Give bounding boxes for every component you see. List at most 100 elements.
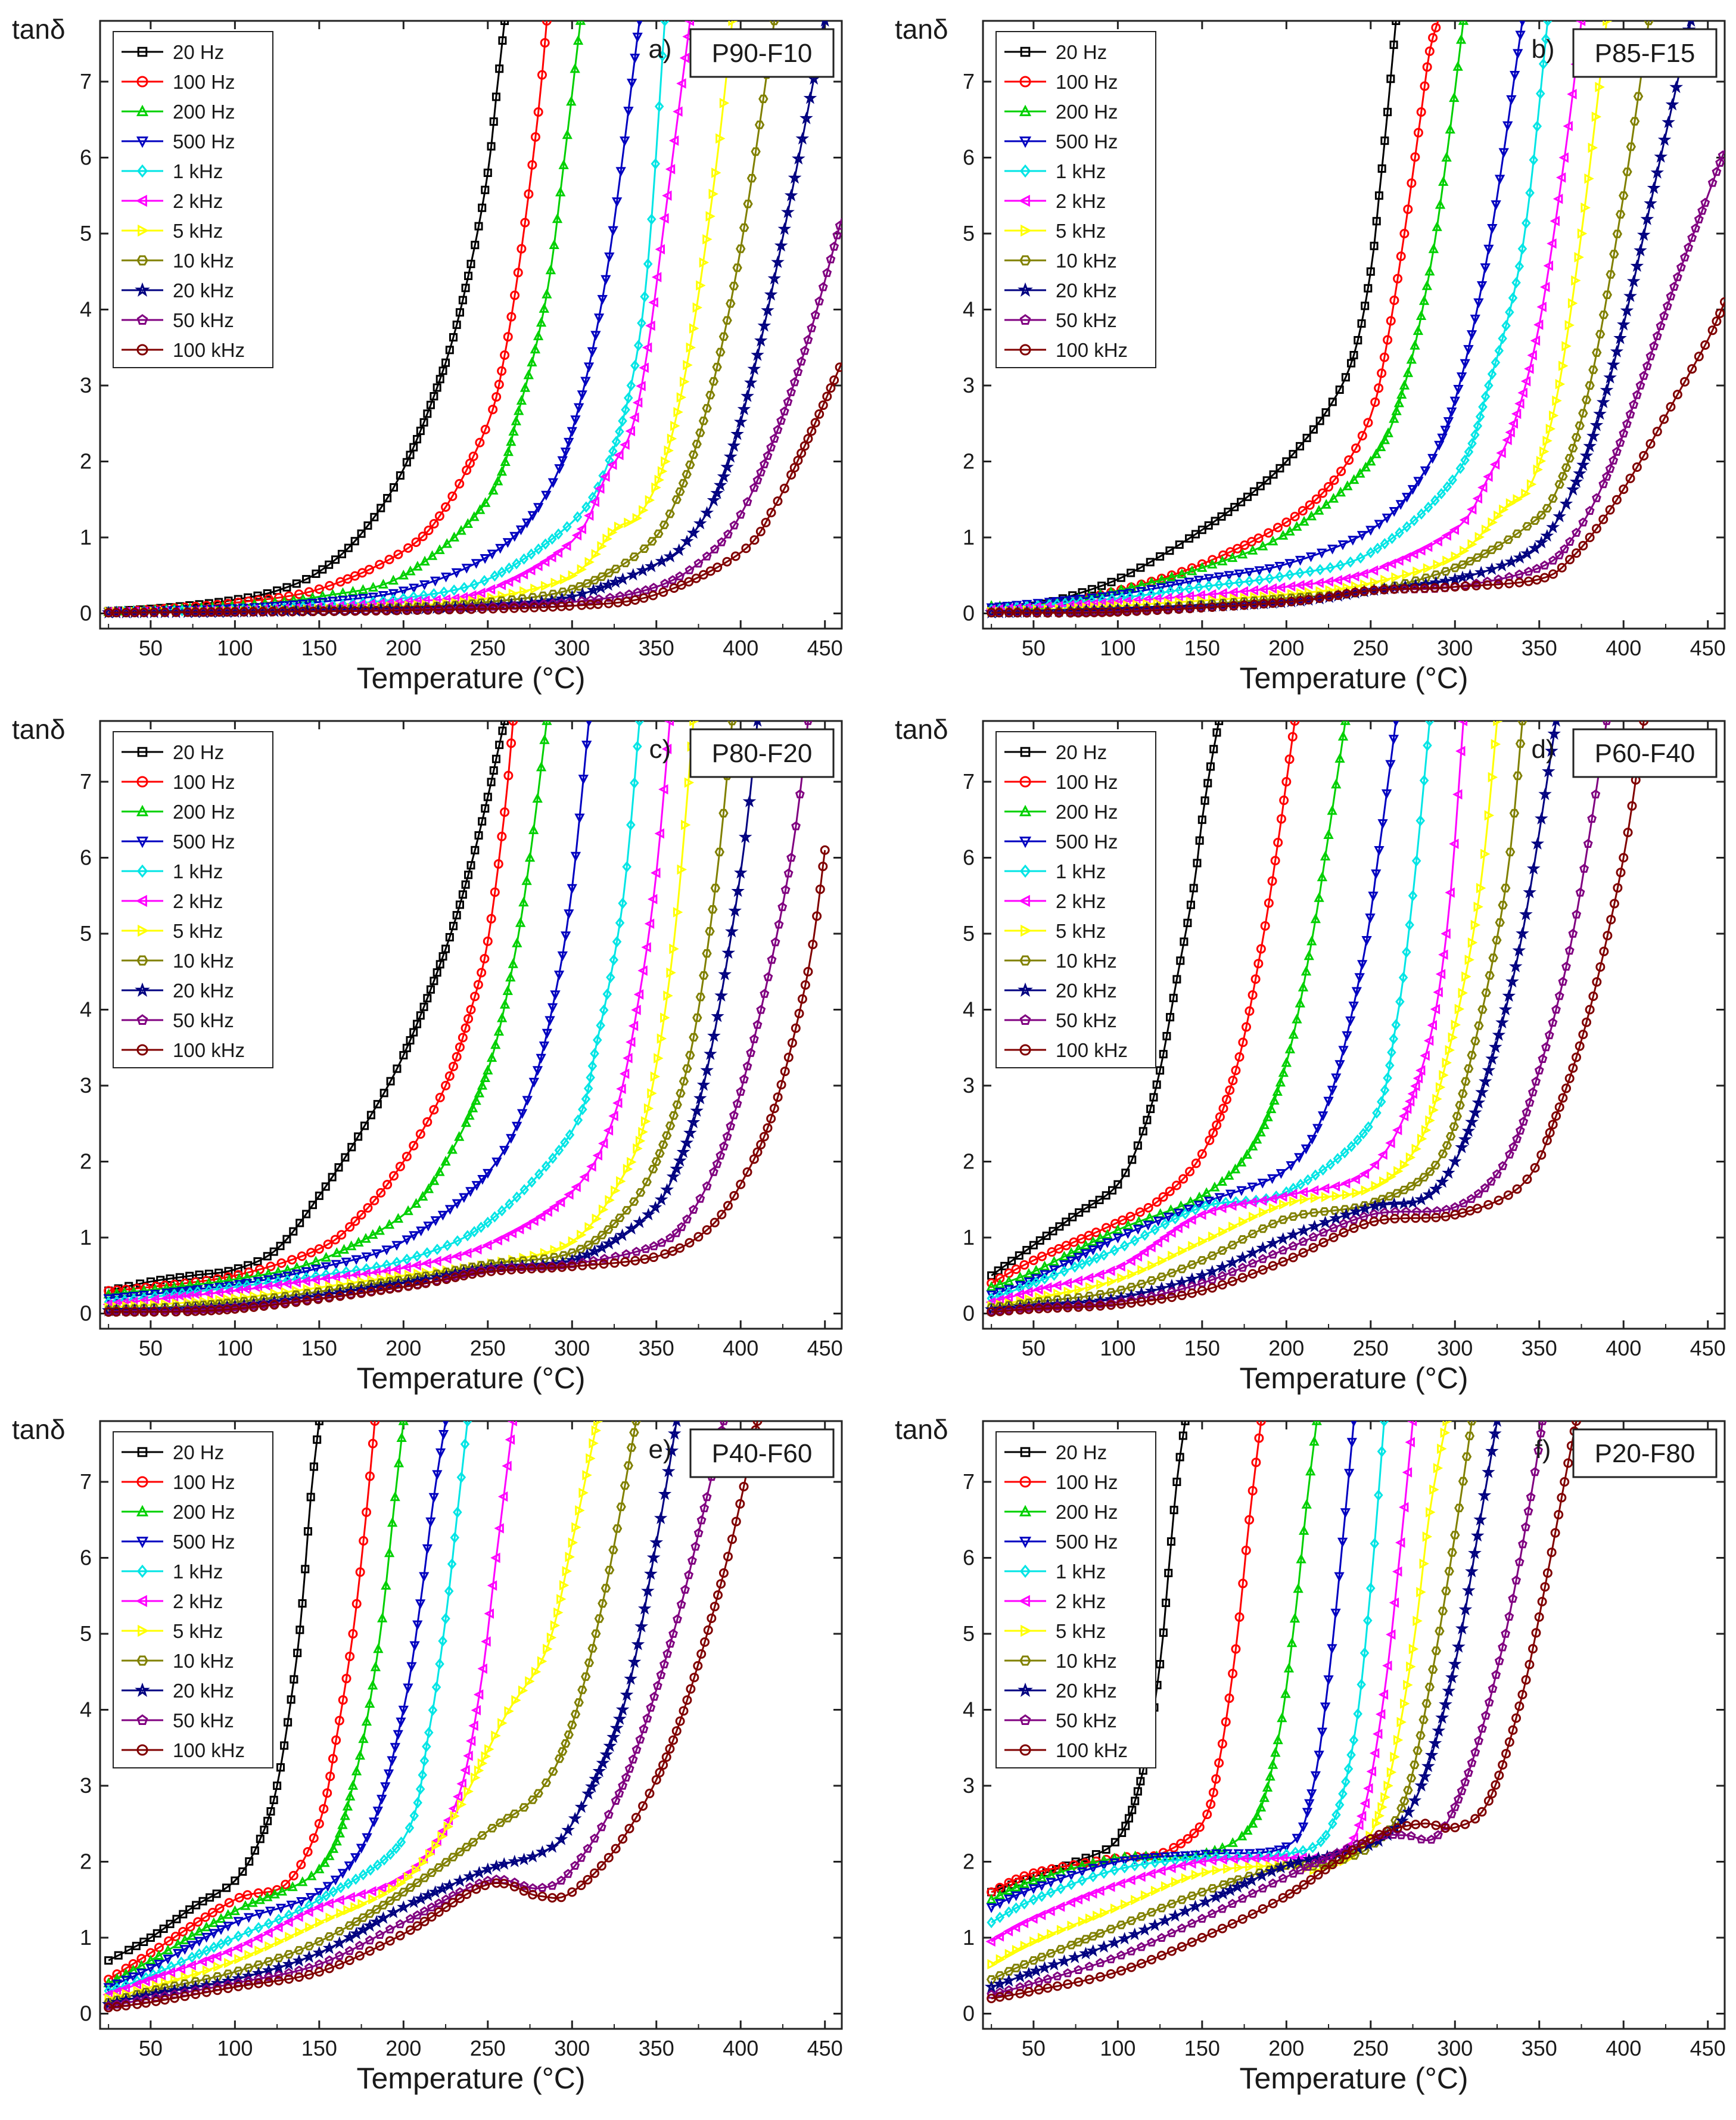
data-point [1498,1161,1508,1170]
data-point [1561,961,1571,971]
chart-panel-4: 50 100 150 200 250 300 350 400 45001234567Temper… [895,714,1726,1395]
data-point [282,1272,293,1282]
data-point [165,1967,176,1978]
data-point [419,555,430,566]
data-point [1295,555,1306,566]
data-point [1110,1218,1120,1229]
data-point [673,907,683,918]
data-point [1189,884,1198,893]
data-point [519,1880,529,1890]
data-point [1180,1851,1191,1861]
data-point [1377,819,1388,829]
data-point [334,1163,343,1172]
data-point [1544,1030,1554,1040]
data-point [536,316,547,327]
data-point [291,1269,302,1279]
data-point [1424,266,1435,276]
data-point [461,880,470,889]
x-tick-label: 300 [1437,2036,1473,2060]
data-point [1156,552,1165,561]
data-point [421,1888,435,1901]
legend-label: 50 kHz [173,309,234,331]
sample-label: P90-F10 [712,39,813,68]
data-point [216,1938,226,1950]
data-point [498,36,507,45]
data-point [191,1968,202,1979]
data-point [822,391,832,402]
data-point [1247,1818,1258,1828]
data-point [1032,608,1042,618]
data-point [1205,1264,1219,1277]
data-point [647,537,657,546]
data-point [434,1907,444,1917]
data-point [298,607,308,617]
legend-label: 100 kHz [1056,339,1128,361]
data-point [490,1211,500,1223]
data-point [1242,1022,1252,1032]
data-point [735,244,746,253]
data-point [1551,1005,1561,1014]
data-point [1054,608,1064,618]
data-point [1066,1247,1077,1257]
data-point [1358,1127,1368,1139]
data-point [1197,1149,1207,1159]
data-point [1451,1019,1461,1030]
data-point [665,164,676,175]
data-point [470,991,480,1002]
data-point [1214,572,1224,583]
data-point [1318,1216,1332,1229]
data-point [1070,1261,1080,1273]
data-point [1132,1251,1142,1262]
data-point [829,375,839,386]
data-point [681,819,691,831]
data-point [156,1276,165,1285]
data-point [1221,1095,1231,1105]
data-point [1207,558,1218,569]
data-point [548,1152,558,1164]
data-point [708,377,719,386]
data-point [587,347,598,358]
data-point [751,147,761,156]
data-point [1311,1421,1322,1425]
data-point [737,402,751,415]
data-point [549,1252,559,1262]
data-point [776,1080,786,1090]
data-point [1512,1184,1522,1194]
data-point [1259,1792,1270,1802]
data-point [1510,71,1520,81]
data-point [658,587,668,597]
data-point [611,1844,621,1854]
data-point [648,1201,662,1214]
data-point [986,1281,997,1291]
data-point [584,1222,595,1233]
legend-label: 20 kHz [1056,980,1117,1002]
data-point [263,589,272,598]
legend-marker [1019,314,1031,325]
data-point [1140,1229,1150,1241]
data-point [1471,1096,1486,1109]
data-point [1319,1207,1330,1216]
data-point [452,1052,462,1062]
data-point [1277,1712,1287,1723]
data-point [1095,1301,1105,1311]
data-point [668,1628,678,1638]
data-point [171,1307,181,1317]
data-point [1165,546,1174,555]
data-point [311,1289,325,1302]
data-point [1193,576,1204,586]
data-point [1190,1851,1201,1861]
data-point [431,1255,441,1267]
data-point [537,1263,547,1273]
data-point [1194,582,1204,593]
data-point [260,1826,269,1835]
data-point [388,589,399,599]
data-point [732,1099,742,1108]
data-point [497,831,507,841]
data-point [1277,1191,1287,1202]
data-point [1577,228,1588,239]
data-point [1310,1193,1321,1204]
data-point [347,1143,356,1152]
data-point [1361,1185,1371,1196]
data-point [1115,1261,1125,1272]
data-point [702,1492,712,1502]
